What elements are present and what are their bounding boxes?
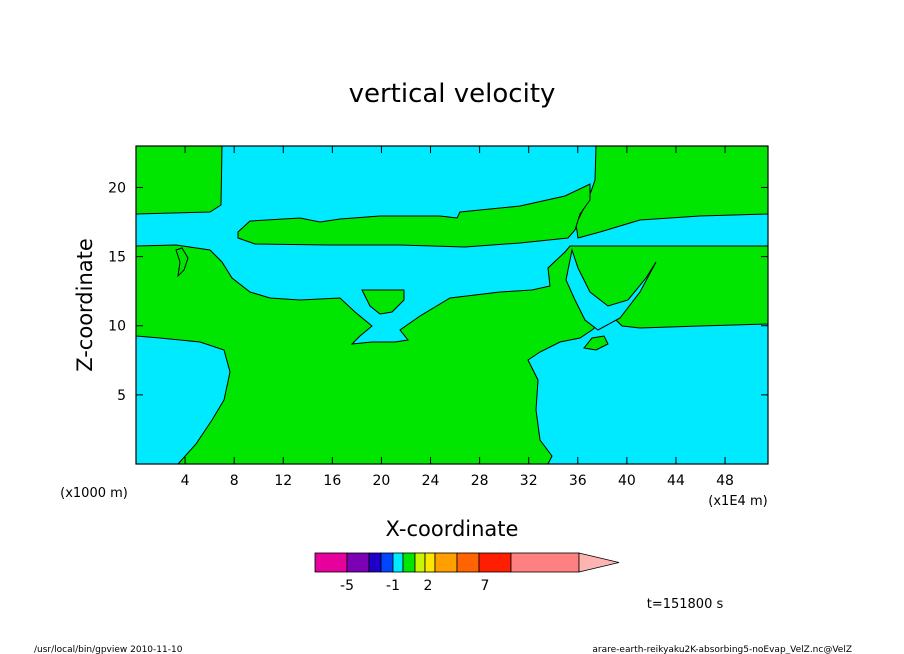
x-tick-label: 8 bbox=[230, 473, 239, 489]
colorbar-segment bbox=[478, 552, 512, 573]
chart-title: vertical velocity bbox=[349, 79, 556, 109]
y-tick-label: 15 bbox=[108, 250, 126, 266]
y-tick-label: 5 bbox=[117, 388, 126, 404]
colorbar-segment bbox=[424, 552, 436, 573]
colorbar-segment bbox=[510, 552, 580, 573]
x-tick-label: 32 bbox=[520, 473, 538, 489]
colorbar-labels: -5 -1 2 7 bbox=[340, 578, 489, 594]
x-scale-note: (x1E4 m) bbox=[708, 494, 767, 509]
x-tick-label: 28 bbox=[471, 473, 489, 489]
x-tick-label: 48 bbox=[716, 473, 734, 489]
x-tick-label: 20 bbox=[373, 473, 391, 489]
positive-sliver-left bbox=[175, 247, 189, 278]
colorbar-segment bbox=[346, 552, 370, 573]
x-tick-label: 4 bbox=[181, 473, 190, 489]
x-tick-label: 44 bbox=[667, 473, 685, 489]
positive-island-center bbox=[361, 289, 405, 315]
positive-island-right bbox=[583, 335, 609, 351]
x-tick-label: 24 bbox=[422, 473, 440, 489]
colorbar-segment bbox=[434, 552, 458, 573]
colorbar-segment bbox=[392, 552, 404, 573]
colorbar-segment bbox=[380, 552, 394, 573]
positive-region-main bbox=[136, 244, 768, 464]
y-axis-title: Z-coordinate bbox=[73, 238, 97, 372]
colorbar-segment bbox=[368, 552, 382, 573]
colorbar-label: -1 bbox=[386, 578, 400, 594]
y-tick-label: 10 bbox=[108, 319, 126, 335]
colorbar-segment bbox=[414, 552, 426, 573]
plot-frame bbox=[135, 145, 769, 465]
colorbar-label: -5 bbox=[340, 578, 354, 594]
colorbar-segment bbox=[402, 552, 416, 573]
time-label: t=151800 s bbox=[647, 597, 724, 612]
x-tick-label: 40 bbox=[618, 473, 636, 489]
colorbar-segment bbox=[456, 552, 480, 573]
colorbar-extension bbox=[578, 552, 620, 573]
colorbar bbox=[314, 552, 620, 573]
positive-region-upper-band bbox=[237, 183, 591, 248]
negative-pocket-right bbox=[565, 248, 657, 331]
x-tick-label: 16 bbox=[323, 473, 341, 489]
colorbar-label: 2 bbox=[424, 578, 433, 594]
y-ticks: 5 10 15 20 bbox=[108, 180, 768, 404]
positive-region-top-left bbox=[136, 146, 223, 215]
x-tick-label: 12 bbox=[274, 473, 292, 489]
x-axis-title: X-coordinate bbox=[386, 517, 519, 541]
footer-left: /usr/local/bin/gpview 2010-11-10 bbox=[34, 645, 183, 654]
colorbar-label: 7 bbox=[481, 578, 490, 594]
y-tick-label: 20 bbox=[108, 180, 126, 196]
footer-right: arare-earth-reikyaku2K-absorbing5-noEvap… bbox=[592, 645, 852, 654]
x-ticks: 4 8 12 16 20 24 28 32 36 40 44 48 bbox=[181, 146, 734, 489]
colorbar-segment bbox=[314, 552, 348, 573]
x-unit-label: (x1000 m) bbox=[60, 486, 128, 501]
x-tick-label: 36 bbox=[569, 473, 587, 489]
